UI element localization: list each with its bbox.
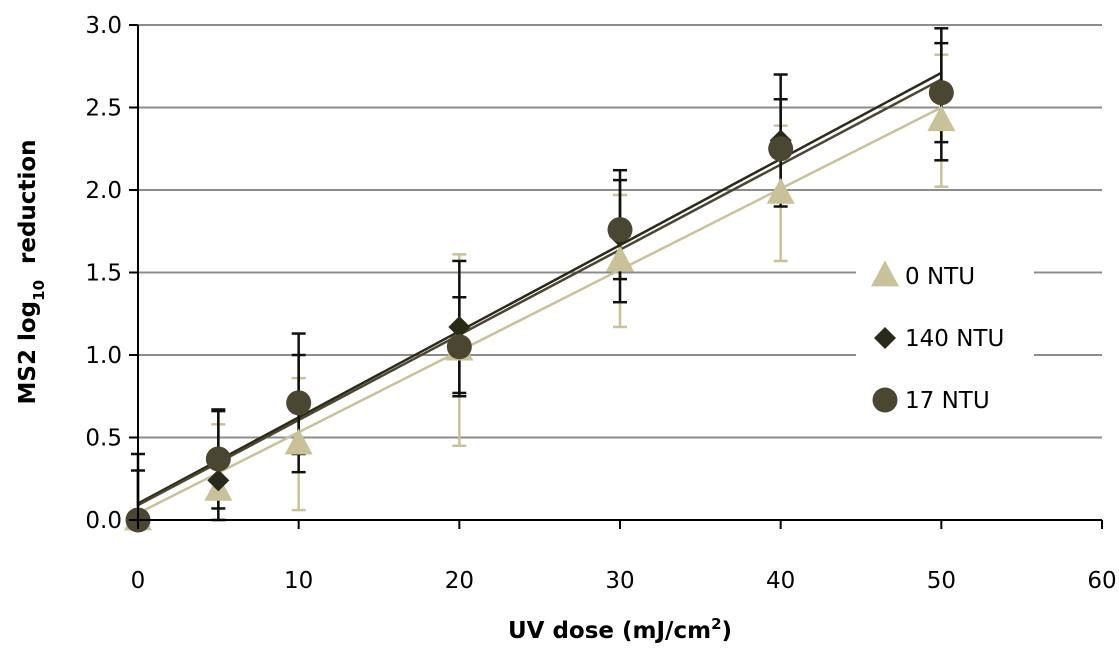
fit-line-0 — [137, 106, 942, 515]
point-triangle-5 — [766, 177, 795, 204]
y-tick-label-3: 1.5 — [85, 261, 122, 287]
fit-line-2 — [137, 78, 942, 507]
point-diamond-1 — [207, 469, 230, 492]
error-bars — [131, 27, 949, 522]
legend-entry-1: 140 NTU — [874, 326, 1004, 352]
legend-marker-circle — [872, 387, 898, 413]
legend-entry-2: 17 NTU — [872, 387, 990, 414]
legend-label-2: 17 NTU — [905, 388, 990, 414]
x-tick-label-6: 60 — [1087, 568, 1116, 594]
y-tick-label-0: 0.0 — [85, 508, 122, 534]
point-circle-6 — [928, 80, 954, 106]
point-circle-5 — [768, 136, 794, 162]
x-tick-label-5: 50 — [927, 568, 956, 594]
x-tick-label-3: 30 — [605, 568, 634, 594]
point-circle-1 — [205, 446, 231, 472]
axes — [129, 24, 1103, 529]
point-triangle-2 — [284, 428, 313, 455]
x-tick-label-1: 10 — [284, 568, 313, 594]
point-triangle-6 — [927, 105, 956, 132]
data-points — [124, 80, 956, 533]
legend-marker-triangle — [871, 260, 899, 287]
point-diamond-3 — [448, 315, 471, 338]
y-tick-label-1: 0.5 — [85, 426, 122, 452]
legend-label-0: 0 NTU — [905, 264, 975, 290]
point-circle-2 — [286, 390, 312, 416]
tick-labels: 0.0 0.5 1.0 1.5 2.0 2.5 3.0 0 10 20 30 40 50 60 — [85, 13, 1116, 594]
y-tick-label-2: 1.0 — [85, 343, 122, 369]
point-circle-3 — [446, 334, 472, 360]
point-circle-4 — [607, 217, 633, 243]
fit-line-1 — [137, 71, 942, 505]
legend-label-1: 140 NTU — [905, 326, 1004, 352]
x-tick-label-4: 40 — [766, 568, 795, 594]
legend: 0 NTU 140 NTU 17 NTU — [856, 255, 1034, 427]
y-tick-label-5: 2.5 — [85, 96, 122, 122]
point-triangle-4 — [606, 245, 634, 272]
legend-entry-0: 0 NTU — [871, 260, 975, 290]
legend-marker-diamond — [874, 327, 896, 349]
x-tick-label-0: 0 — [131, 568, 146, 594]
x-tick-label-2: 20 — [445, 568, 474, 594]
y-tick-label-4: 2.0 — [85, 178, 122, 204]
x-axis-title: UV dose (mJ/cm2) — [508, 615, 732, 644]
fit-lines — [137, 71, 942, 515]
y-axis-title: MS2 log10 reduction — [15, 140, 48, 405]
y-tick-label-6: 3.0 — [85, 13, 122, 39]
